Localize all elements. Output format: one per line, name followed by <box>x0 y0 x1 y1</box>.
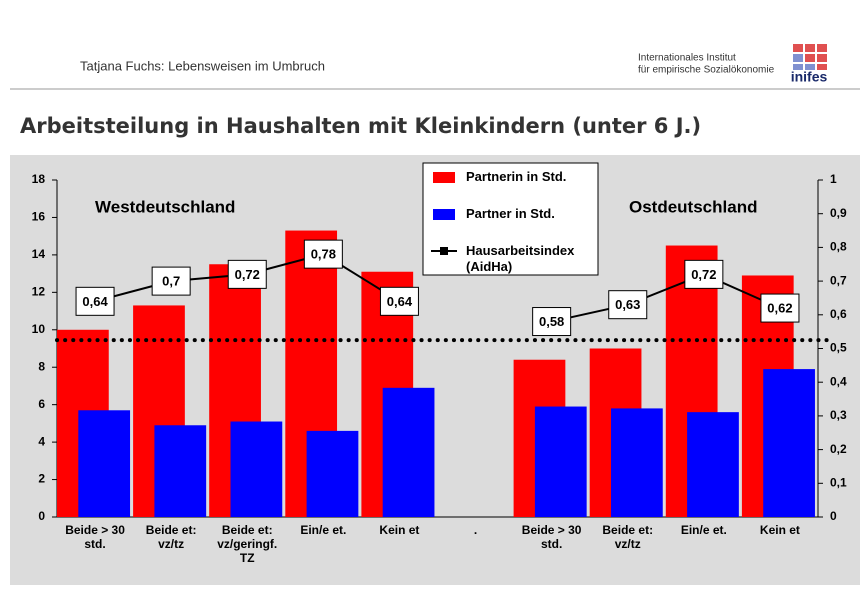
x-tick-label: Beide et: vz/geringf. TZ <box>217 523 278 565</box>
x-tick-label-box: Beide > 30 std. <box>65 523 125 551</box>
y2-tick-label: 1 <box>830 172 837 186</box>
y2-tick-label: 0,1 <box>830 475 847 489</box>
legend-label: Hausarbeitsindex (AidHa) <box>466 243 575 274</box>
legend-swatch <box>433 209 455 220</box>
author: Tatjana Fuchs: Lebensweisen im Umbruch <box>80 58 325 73</box>
value-label-box <box>760 293 800 323</box>
y2-tick-label: 0,7 <box>830 273 847 287</box>
legend-label: Partner in Std. <box>466 206 555 221</box>
x-tick-label-box: Beide > 30 std. <box>521 523 582 551</box>
bar <box>763 369 815 517</box>
value-label-box <box>303 239 343 269</box>
value-label-box <box>379 286 419 316</box>
x-tick-label-box: Beide et: vz/geringf. TZ <box>217 523 278 565</box>
y2-tick-label: 0,3 <box>830 408 847 422</box>
value-label-box <box>608 290 648 320</box>
bar <box>154 425 207 517</box>
value-label: 0,64 <box>387 294 413 309</box>
y2-tick-label: 0,9 <box>830 206 847 220</box>
x-tick-label: Beide > 30 std. <box>65 523 125 551</box>
y2-tick-label: 0,2 <box>830 442 847 456</box>
value-label: 0,64 <box>82 294 108 309</box>
value-label: 0,7 <box>162 274 180 289</box>
institute: Internationales Institut <box>638 53 736 64</box>
x-tick-label-box: Kein et <box>759 523 800 537</box>
x-tick-label: Beide et: vz/tz <box>145 523 197 551</box>
value-label-box <box>151 266 191 296</box>
legend-label-box: Hausarbeitsindex (AidHa) <box>466 243 575 274</box>
institute: für empirische Sozialökonomie <box>638 65 775 76</box>
chart-title: Arbeitsteilung in Haushalten mit Kleinki… <box>20 114 701 138</box>
y2-tick-label: 0,6 <box>830 307 847 321</box>
bar <box>230 421 283 517</box>
y-tick-label: 10 <box>32 322 46 336</box>
value-label: 0,72 <box>691 267 716 282</box>
y-tick-label: 4 <box>38 434 45 448</box>
y-tick-label: 0 <box>38 509 45 523</box>
y-tick-label: 14 <box>32 247 46 261</box>
y-tick-label: 6 <box>38 397 45 411</box>
logo-grid <box>793 44 827 70</box>
value-label: 0,58 <box>539 314 564 329</box>
y-tick-label: 16 <box>32 210 46 224</box>
x-tick-label-box: Ein/e et. <box>300 523 347 537</box>
x-tick-label: Ein/e et. <box>300 523 347 537</box>
legend-swatch <box>433 172 455 183</box>
y2-tick-label: 0,4 <box>830 374 847 388</box>
legend-label: Partnerin in Std. <box>466 169 567 184</box>
y-tick-label: 18 <box>32 172 46 186</box>
x-tick-label: Ein/e et. <box>680 523 727 537</box>
annotation: Westdeutschland <box>95 197 235 216</box>
value-label-box <box>684 259 724 289</box>
x-tick-label-box: . <box>473 523 478 537</box>
value-label: 0,72 <box>235 267 260 282</box>
x-tick-label: Kein et <box>759 523 800 537</box>
value-label-box <box>227 259 267 289</box>
value-label-box <box>75 286 115 316</box>
legend-marker <box>440 247 448 255</box>
x-tick-label-box: Beide et: vz/tz <box>602 523 654 551</box>
x-tick-label: . <box>473 523 478 537</box>
x-tick-label-box: Ein/e et. <box>680 523 727 537</box>
value-label-box <box>532 307 572 337</box>
legend-label-box: Partner in Std. <box>466 206 555 221</box>
value-label: 0,62 <box>767 300 792 315</box>
y2-tick-label: 0 <box>830 509 837 523</box>
y-tick-label: 2 <box>38 472 45 486</box>
bar <box>611 408 663 517</box>
y-tick-label: 12 <box>32 285 46 299</box>
legend-label-box: Partnerin in Std. <box>466 169 567 184</box>
y2-tick-label: 0,5 <box>830 341 847 355</box>
x-tick-label: Beide > 30 std. <box>521 523 582 551</box>
y-tick-label: 8 <box>38 359 45 373</box>
logo-text: inifes <box>791 69 828 85</box>
x-tick-label: Kein et <box>379 523 420 537</box>
x-tick-label-box: Beide et: vz/tz <box>145 523 197 551</box>
index-line <box>551 273 781 323</box>
value-label: 0,63 <box>615 297 640 312</box>
x-tick-label-box: Kein et <box>379 523 420 537</box>
value-label: 0,78 <box>311 247 336 262</box>
bar <box>687 412 739 517</box>
bar <box>534 406 587 517</box>
bar <box>78 410 131 517</box>
annotation: Ostdeutschland <box>629 197 757 216</box>
bar <box>382 387 435 517</box>
y2-tick-label: 0,8 <box>830 240 847 254</box>
bar <box>306 430 359 517</box>
x-tick-label: Beide et: vz/tz <box>602 523 654 551</box>
